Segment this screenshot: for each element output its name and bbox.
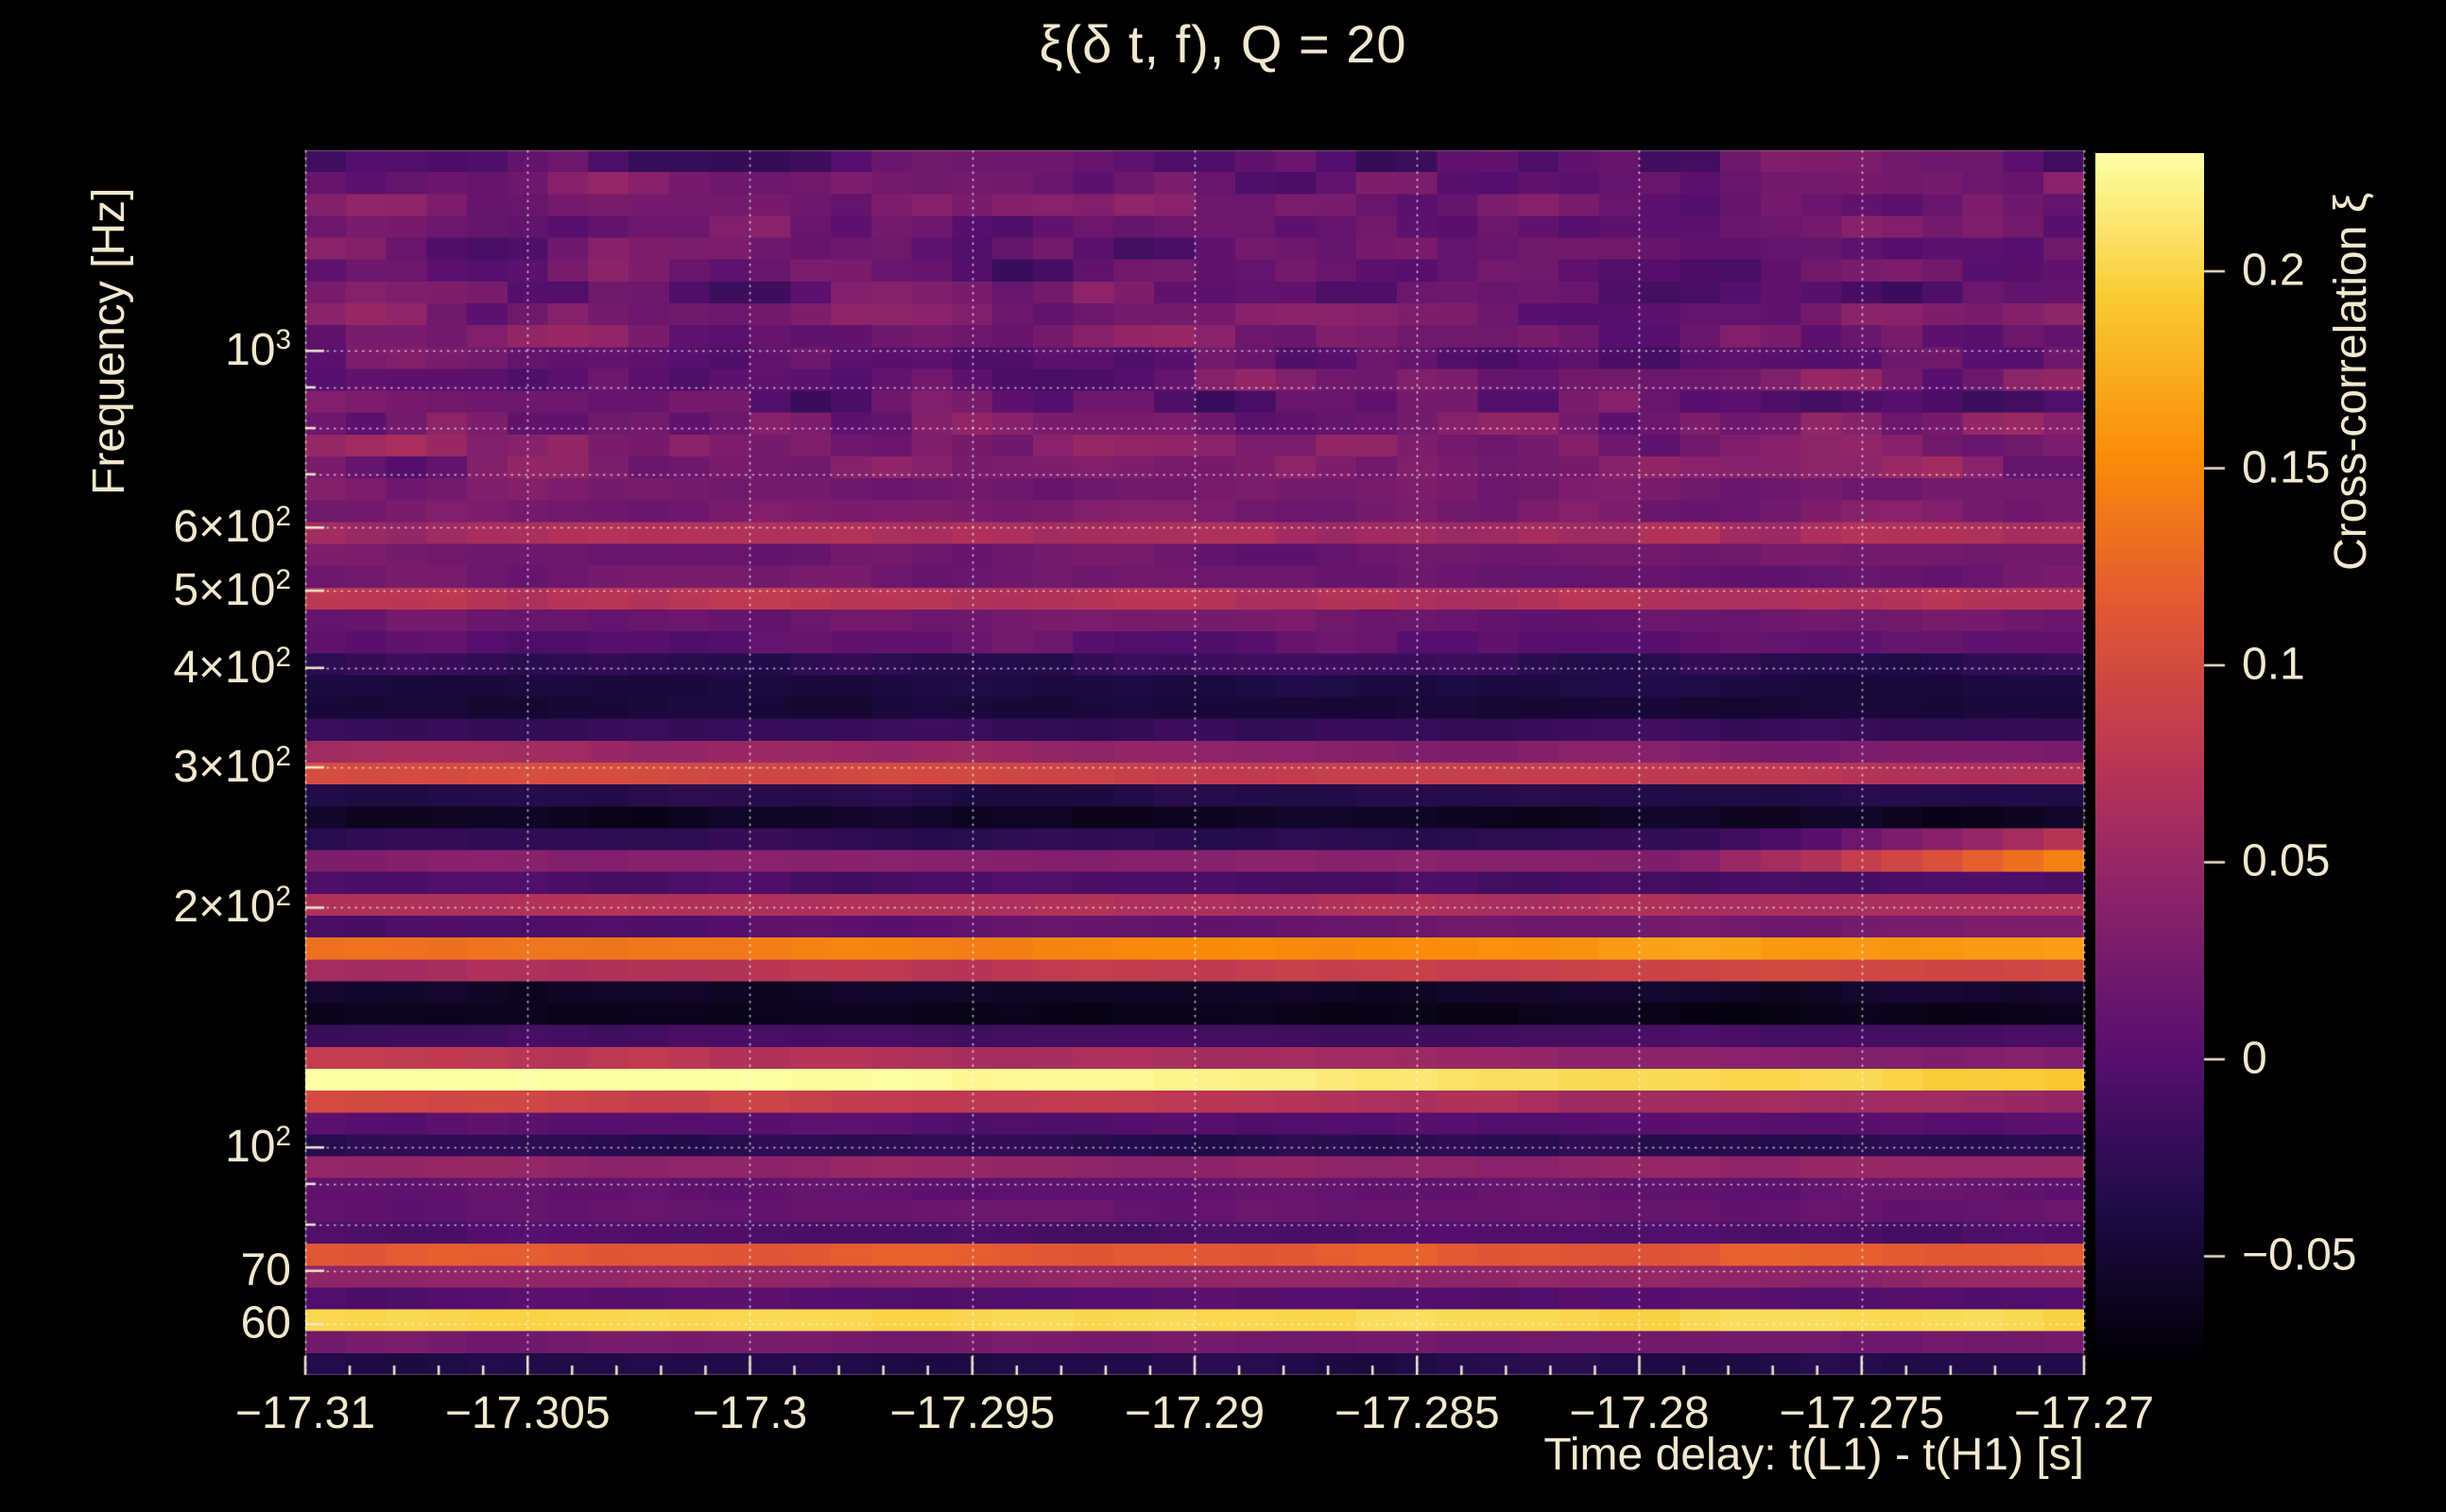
colorbar-tick-label: 0.15 xyxy=(2242,442,2331,493)
x-tick-label: −17.285 xyxy=(1334,1388,1500,1438)
y-tick-base: 5×10 xyxy=(173,565,276,616)
y-tick-exponent: 2 xyxy=(275,641,291,673)
y-tick-exponent: 2 xyxy=(275,881,291,913)
x-tick-label: −17.29 xyxy=(1124,1388,1266,1438)
x-axis-title: Time delay: t(L1) - t(H1) [s] xyxy=(1543,1430,2084,1480)
y-tick-base: 2×10 xyxy=(173,882,276,933)
y-tick-label: 103 xyxy=(225,325,291,376)
x-tick-label: −17.28 xyxy=(1569,1388,1710,1438)
y-tick-label: 2×102 xyxy=(173,881,291,934)
heatmap-plot xyxy=(305,150,2084,1375)
y-tick-base: 6×10 xyxy=(173,502,276,553)
y-tick-exponent: 2 xyxy=(275,501,291,533)
y-tick-label: 5×102 xyxy=(173,564,291,616)
y-axis-title: Frequency [Hz] xyxy=(84,187,134,495)
y-tick-exponent: 2 xyxy=(275,564,291,596)
y-tick-label: 6×102 xyxy=(173,502,291,553)
x-tick-label: −17.3 xyxy=(692,1388,808,1438)
y-tick-exponent: 2 xyxy=(275,1121,291,1153)
y-tick-exponent: 3 xyxy=(275,324,291,356)
y-tick-base: 70 xyxy=(240,1245,291,1296)
y-tick-label: 60 xyxy=(240,1297,291,1349)
y-tick-label: 70 xyxy=(240,1245,291,1296)
colorbar-tick-label: 0.1 xyxy=(2242,639,2305,690)
x-tick-label: −17.305 xyxy=(444,1388,611,1438)
x-tick-label: −17.31 xyxy=(234,1388,376,1438)
y-tick-base: 10 xyxy=(225,1122,276,1173)
x-tick-label: −17.27 xyxy=(2013,1388,2155,1438)
colorbar-tick-label: 0.05 xyxy=(2242,836,2331,887)
chart-title: ξ(δ t, f), Q = 20 xyxy=(1039,14,1407,74)
y-tick-base: 60 xyxy=(240,1297,291,1349)
x-tick-label: −17.275 xyxy=(1779,1388,1945,1438)
x-tick-label: −17.295 xyxy=(889,1388,1056,1438)
colorbar-tick-label: −0.05 xyxy=(2242,1230,2357,1281)
y-tick-exponent: 2 xyxy=(275,741,291,773)
colorbar xyxy=(2095,153,2204,1363)
y-tick-label: 4×102 xyxy=(173,641,291,694)
y-tick-label: 102 xyxy=(225,1121,291,1173)
y-tick-base: 4×10 xyxy=(173,642,276,693)
y-tick-label: 3×102 xyxy=(173,741,291,793)
colorbar-tick-label: 0.2 xyxy=(2242,245,2305,296)
colorbar-tick-label: 0 xyxy=(2242,1033,2267,1084)
y-tick-base: 10 xyxy=(225,325,276,376)
y-tick-base: 3×10 xyxy=(173,742,276,793)
colorbar-title: Cross-correlation ξ xyxy=(2326,192,2376,571)
